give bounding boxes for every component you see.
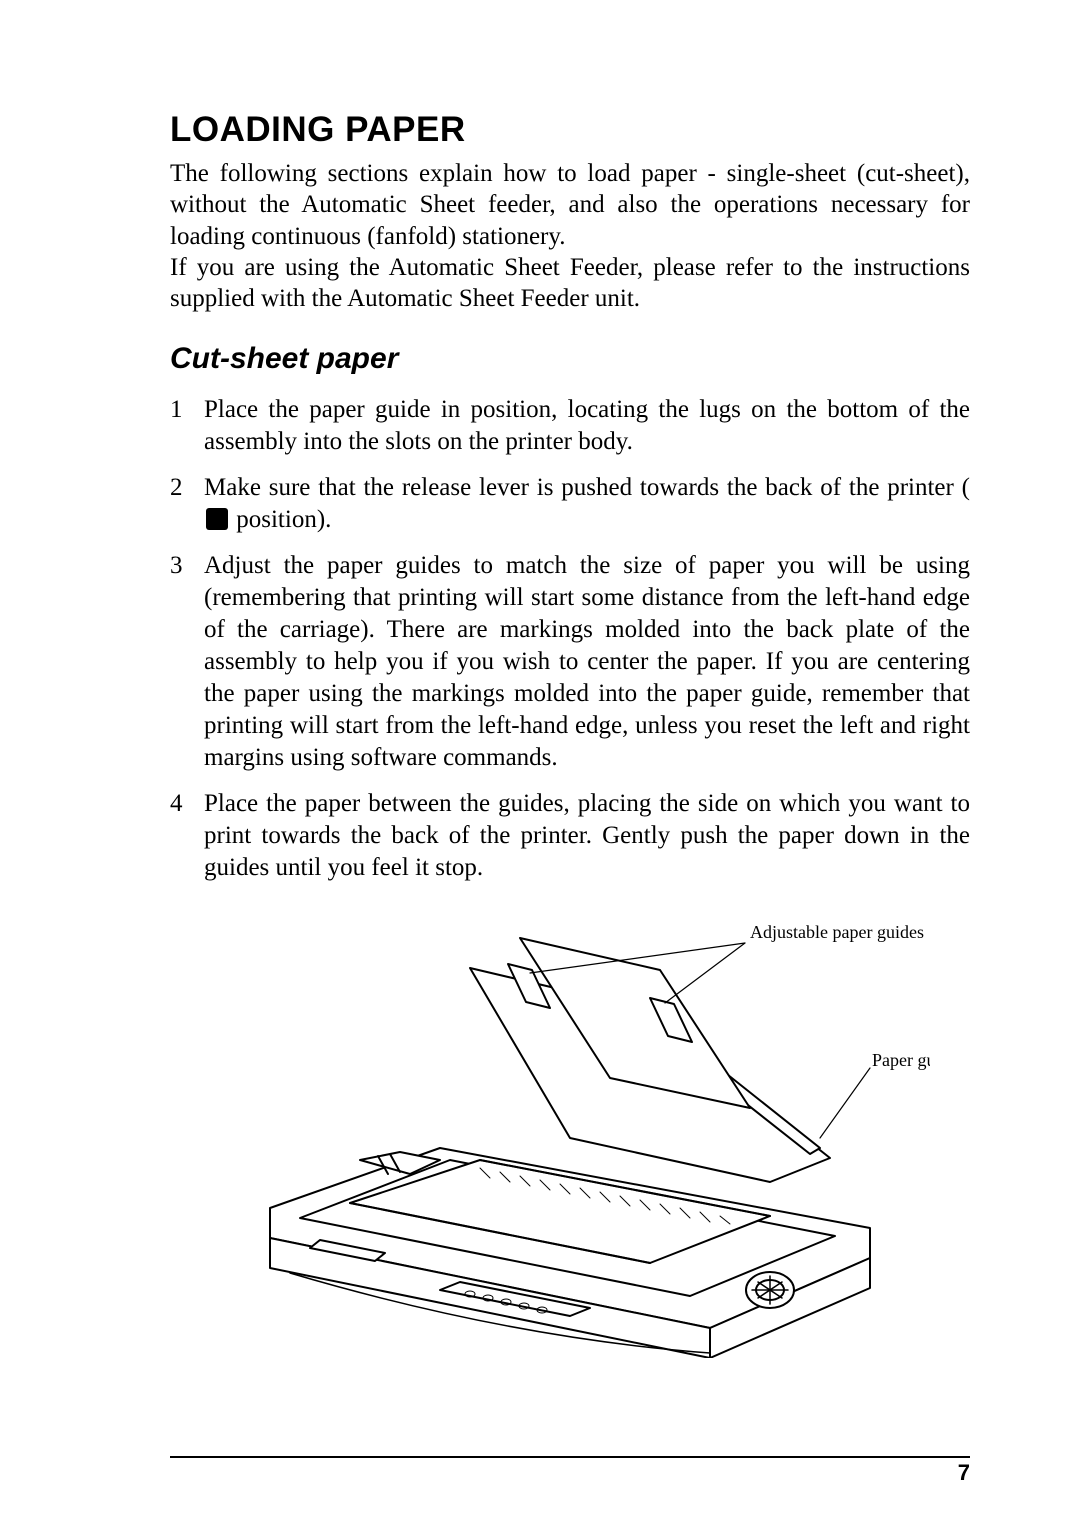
page: LOADING PAPER The following sections exp…	[0, 0, 1080, 1532]
intro-paragraph-1: The following sections explain how to lo…	[170, 160, 970, 250]
printer-figure: Adjustable paper guides Paper guide	[170, 898, 970, 1363]
step-2-text-b: position).	[230, 506, 331, 533]
step-2-text-a: Make sure that the release lever is push…	[204, 474, 970, 501]
step-3: Adjust the paper guides to match the siz…	[170, 550, 970, 774]
footer-rule	[170, 1456, 970, 1458]
section-heading: LOADING PAPER	[170, 110, 970, 150]
step-2: Make sure that the release lever is push…	[170, 472, 970, 536]
printer-illustration: Adjustable paper guides Paper guide	[210, 898, 930, 1358]
black-square-icon	[206, 508, 228, 530]
intro-text: The following sections explain how to lo…	[170, 158, 970, 314]
step-1: Place the paper guide in position, locat…	[170, 394, 970, 458]
intro-paragraph-2: If you are using the Automatic Sheet Fee…	[170, 254, 970, 312]
subsection-heading: Cut-sheet paper	[170, 342, 970, 376]
step-4: Place the paper between the guides, plac…	[170, 788, 970, 884]
steps-list: Place the paper guide in position, locat…	[170, 394, 970, 884]
figure-label-1: Adjustable paper guides	[750, 922, 924, 942]
page-number: 7	[170, 1460, 970, 1486]
page-footer: 7	[170, 1450, 970, 1486]
figure-label-2: Paper guide	[872, 1050, 930, 1070]
